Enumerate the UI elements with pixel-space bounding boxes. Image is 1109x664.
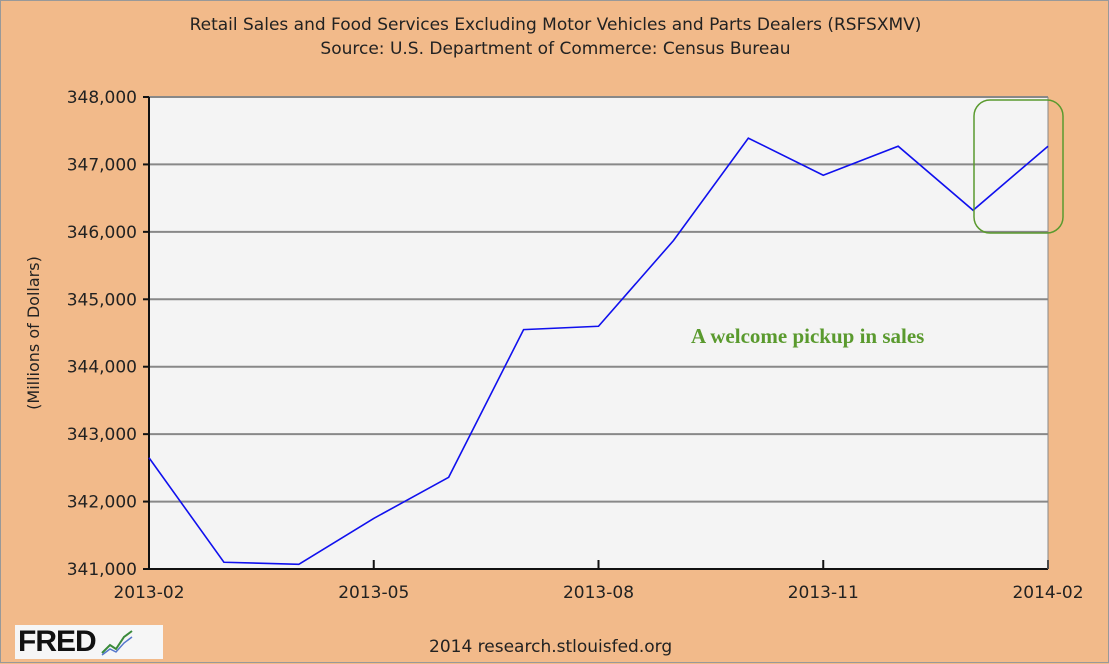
x-tick-label: 2013-11 [788,583,859,603]
y-tick-label: 342,000 [67,493,137,513]
y-tick-label: 343,000 [67,425,137,445]
y-tick-label: 341,000 [67,560,137,580]
x-tick-label: 2014-02 [1012,583,1083,603]
y-axis-label: (Millions of Dollars) [24,256,43,410]
x-tick-label: 2013-02 [113,583,184,603]
y-tick-label: 345,000 [67,290,137,310]
y-tick-label: 344,000 [67,358,137,378]
x-tick-label: 2013-08 [563,583,634,603]
annotation-text: A welcome pickup in sales [691,324,924,348]
footer-source: 2014 research.stlouisfed.org [429,637,672,657]
fred-logo[interactable]: FRED [15,625,163,659]
y-tick-label: 347,000 [67,155,137,175]
chart-logo-icon [100,627,134,657]
fred-logo-text: FRED [15,625,96,659]
y-tick-label: 348,000 [67,88,137,108]
x-tick-label: 2013-05 [338,583,409,603]
y-tick-label: 346,000 [67,223,137,243]
